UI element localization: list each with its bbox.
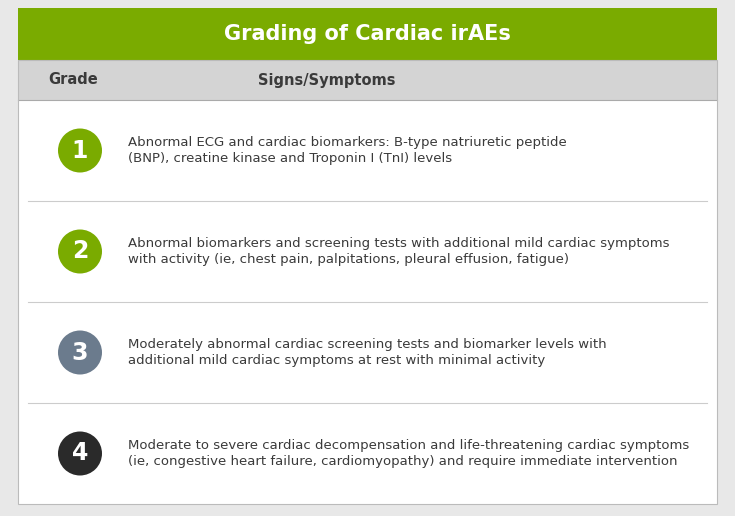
Text: 4: 4 xyxy=(72,442,88,465)
Text: (ie, congestive heart failure, cardiomyopathy) and require immediate interventio: (ie, congestive heart failure, cardiomyo… xyxy=(128,455,678,467)
Text: Grading of Cardiac irAEs: Grading of Cardiac irAEs xyxy=(224,24,511,44)
Text: with activity (ie, chest pain, palpitations, pleural effusion, fatigue): with activity (ie, chest pain, palpitati… xyxy=(128,253,569,266)
Circle shape xyxy=(58,128,102,172)
Text: (BNP), creatine kinase and Troponin I (TnI) levels: (BNP), creatine kinase and Troponin I (T… xyxy=(128,152,452,165)
Text: 1: 1 xyxy=(72,138,88,163)
FancyBboxPatch shape xyxy=(18,8,717,60)
FancyBboxPatch shape xyxy=(18,60,717,100)
Circle shape xyxy=(58,431,102,476)
Text: Moderate to severe cardiac decompensation and life-threatening cardiac symptoms: Moderate to severe cardiac decompensatio… xyxy=(128,439,689,453)
Circle shape xyxy=(58,230,102,273)
Text: Signs/Symptoms: Signs/Symptoms xyxy=(258,73,395,88)
Text: Abnormal ECG and cardiac biomarkers: B-type natriuretic peptide: Abnormal ECG and cardiac biomarkers: B-t… xyxy=(128,136,567,149)
Circle shape xyxy=(58,331,102,375)
Text: Grade: Grade xyxy=(48,73,98,88)
Text: Moderately abnormal cardiac screening tests and biomarker levels with: Moderately abnormal cardiac screening te… xyxy=(128,338,606,351)
Text: Abnormal biomarkers and screening tests with additional mild cardiac symptoms: Abnormal biomarkers and screening tests … xyxy=(128,237,670,250)
Text: additional mild cardiac symptoms at rest with minimal activity: additional mild cardiac symptoms at rest… xyxy=(128,353,545,367)
FancyBboxPatch shape xyxy=(18,60,717,504)
Text: 3: 3 xyxy=(72,341,88,364)
Text: 2: 2 xyxy=(72,239,88,264)
